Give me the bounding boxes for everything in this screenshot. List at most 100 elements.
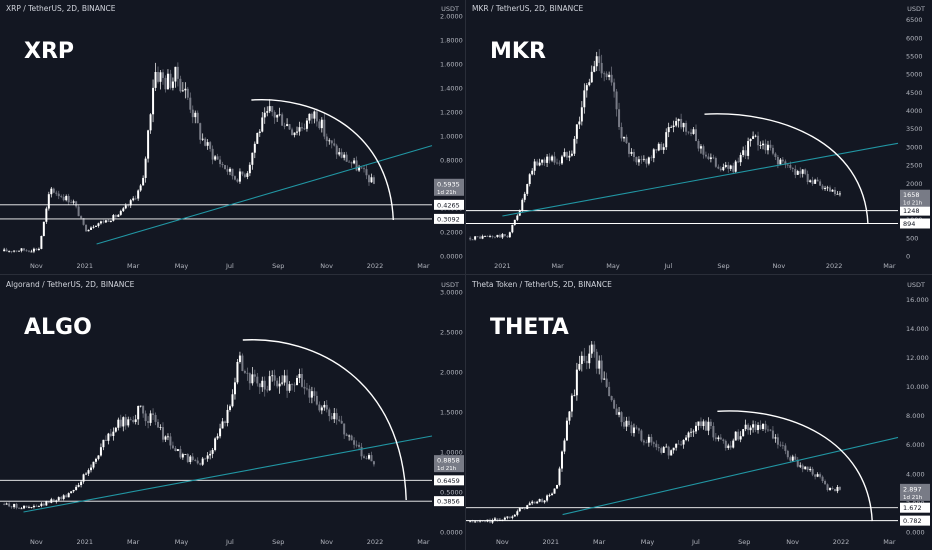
candle-body <box>226 409 229 424</box>
candle-body <box>565 420 568 441</box>
candle-body <box>556 162 559 164</box>
candle-body <box>345 434 348 436</box>
candle-body <box>647 436 650 443</box>
candle-body <box>821 185 824 189</box>
candle-body <box>8 251 11 253</box>
candle-body <box>85 473 88 475</box>
level-price-label: 1.672 <box>903 504 922 512</box>
candle-body <box>498 234 501 238</box>
candle-body <box>360 167 363 169</box>
candle-body <box>536 501 539 504</box>
candle-body <box>137 190 140 199</box>
candle-body <box>92 226 95 228</box>
candle-body <box>129 419 132 421</box>
y-tick-label: 3000 <box>906 143 923 151</box>
chart-panel-xrp[interactable]: XRP / TetherUS, 2D, BINANCE XRP USDT 2.0000… <box>0 0 464 274</box>
candle-body <box>754 424 757 431</box>
x-tick-label: 2021 <box>543 538 560 546</box>
candle-body <box>675 121 678 126</box>
candle-body <box>771 147 774 154</box>
candle-body <box>166 73 169 90</box>
last-price-label: 2.897 <box>903 485 922 493</box>
candle-body <box>286 375 289 391</box>
y-tick-label: 1.2000 <box>440 109 463 117</box>
candle-body <box>558 162 561 164</box>
candle-body <box>206 142 209 146</box>
candle-body <box>838 486 841 490</box>
candle-body <box>288 384 291 391</box>
candle-body <box>809 180 812 183</box>
candle-body <box>256 376 259 384</box>
candle-body <box>358 444 361 447</box>
trend-line <box>502 142 899 217</box>
candle-body <box>8 503 11 507</box>
candle-body <box>231 394 234 407</box>
y-tick-label: 14.000 <box>906 325 929 333</box>
level-price-tag <box>900 502 930 513</box>
candle-body <box>102 439 105 448</box>
candle-body <box>147 130 150 159</box>
candle-body <box>836 193 839 195</box>
candle-body <box>263 380 266 390</box>
candle-body <box>704 421 707 431</box>
candle-body <box>355 160 358 171</box>
candle-body <box>625 420 628 427</box>
candle-body <box>266 111 269 113</box>
candle-body <box>742 429 745 437</box>
price-unit-label: USDT <box>907 281 925 289</box>
x-tick-label: Jul <box>225 538 234 546</box>
x-tick-label: Jul <box>691 538 700 546</box>
candle-body <box>345 154 348 162</box>
candle-body <box>702 421 705 427</box>
candle-body <box>201 458 204 465</box>
candle-body <box>134 419 137 422</box>
last-price-tag <box>434 178 464 196</box>
candle-body <box>271 106 274 113</box>
candle-body <box>615 408 618 415</box>
candle-body <box>32 248 35 252</box>
level-price-tag <box>434 213 464 224</box>
y-tick-label: 500 <box>906 234 918 242</box>
x-tick-label: Mar <box>127 262 140 270</box>
x-tick-label: Mar <box>883 262 896 270</box>
candle-body <box>233 382 236 395</box>
candle-body <box>224 421 227 424</box>
candle-body <box>60 196 63 197</box>
chart-panel-theta[interactable]: Theta Token / TetherUS, 2D, BINANCE THETA… <box>466 276 930 550</box>
candle-body <box>117 419 120 428</box>
candle-body <box>204 458 207 460</box>
candle-body <box>665 446 668 448</box>
chart-panel-algo[interactable]: Algorand / TetherUS, 2D, BINANCE ALGO USDT… <box>0 276 464 550</box>
candle-body <box>518 508 521 512</box>
candle-body <box>119 211 122 215</box>
candle-body <box>231 168 234 177</box>
candle-body <box>266 389 269 391</box>
x-tick-label: 2022 <box>826 262 843 270</box>
x-tick-label: 2021 <box>77 538 94 546</box>
candle-body <box>189 97 192 110</box>
candle-body <box>47 501 50 503</box>
candle-body <box>491 236 494 237</box>
candle-body <box>526 184 529 194</box>
candle-body <box>496 518 499 521</box>
chart-panel-mkr[interactable]: MKR / TetherUS, 2D, BINANCE MKR USDT 6500 60… <box>466 0 930 274</box>
candle-body <box>37 248 40 251</box>
candle-body <box>528 174 531 185</box>
candle-body <box>77 485 80 487</box>
x-tick-label: Nov <box>320 262 333 270</box>
candle-body <box>283 125 286 127</box>
candle-body <box>774 153 777 157</box>
candle-body <box>603 378 606 380</box>
candle-body <box>57 193 60 197</box>
chart-symbol-label: MKR <box>490 39 546 64</box>
candle-body <box>181 454 184 458</box>
candle-body <box>757 425 760 431</box>
candle-body <box>642 158 645 160</box>
candle-body <box>536 161 539 166</box>
candle-body <box>786 450 789 458</box>
candle-body <box>52 188 55 193</box>
candle-body <box>632 427 635 434</box>
candle-body <box>682 439 685 445</box>
candle-body <box>181 90 184 92</box>
candle-body <box>124 205 127 209</box>
